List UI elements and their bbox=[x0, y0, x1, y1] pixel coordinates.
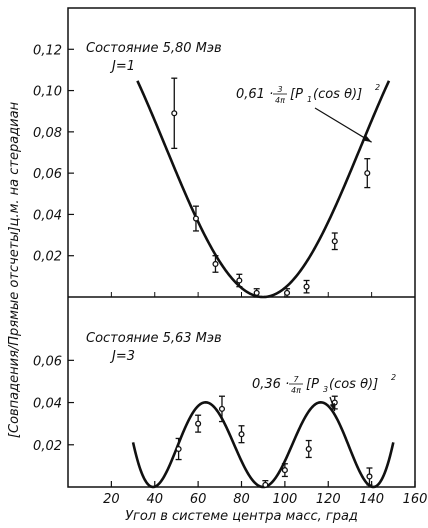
y-tick-label: 0,04 bbox=[33, 208, 62, 223]
point-marker bbox=[366, 473, 373, 480]
fit-formula: 0,36 · 7 4π [P 3 (cos θ)] 2 bbox=[252, 373, 396, 395]
fit-formula: 0,61 · 3 4π [P 1 (cos θ)] 2 bbox=[236, 83, 380, 105]
point-marker bbox=[236, 277, 243, 284]
data-point bbox=[195, 414, 202, 433]
y-tick-label: 0,02 bbox=[33, 439, 62, 454]
formula-frac-num: 3 bbox=[277, 85, 282, 94]
y-tick-label: 0,10 bbox=[33, 85, 62, 100]
point-marker bbox=[253, 289, 260, 296]
fit-curve bbox=[136, 80, 391, 299]
formula-frac-den: 4π bbox=[291, 386, 301, 395]
formula-power: 2 bbox=[391, 373, 396, 382]
point-marker bbox=[238, 431, 245, 438]
data-point bbox=[305, 439, 312, 459]
panel-2: 0,02 0,04 0,06 Состояние 5,63 Мэв J=3 0,36 · 7… bbox=[33, 331, 396, 489]
data-point bbox=[364, 158, 371, 189]
y-tick-label: 0,04 bbox=[33, 397, 62, 412]
data-point bbox=[283, 288, 291, 298]
formula-poly: [P bbox=[306, 377, 319, 392]
x-tick-label: 20 bbox=[103, 492, 120, 507]
data-point bbox=[212, 255, 219, 273]
point-marker bbox=[303, 283, 310, 290]
pointer-arrowhead bbox=[363, 135, 372, 143]
panel-subtitle: J=3 bbox=[109, 349, 135, 364]
formula-poly: [P bbox=[290, 87, 303, 102]
y-tick-label: 0,06 bbox=[33, 354, 62, 369]
point-marker bbox=[175, 445, 182, 453]
x-tick-label: 100 bbox=[272, 492, 297, 507]
data-point bbox=[175, 437, 182, 461]
y-tick-label: 0,06 bbox=[33, 167, 62, 182]
point-marker bbox=[281, 467, 288, 474]
x-tick-label: 120 bbox=[316, 492, 341, 507]
pointer-arrowhead bbox=[329, 403, 335, 411]
point-marker bbox=[212, 260, 219, 268]
pointer-line bbox=[314, 107, 372, 143]
x-tick-label: 80 bbox=[233, 492, 250, 507]
formula-coef: 0,36 · bbox=[252, 377, 289, 392]
point-marker bbox=[192, 215, 200, 222]
y-axis-label: [Совпадения/Прямые отсчеты]ц.м. на стера… bbox=[7, 101, 22, 438]
data-point bbox=[218, 395, 226, 423]
point-marker bbox=[331, 238, 338, 245]
data-point bbox=[236, 273, 243, 288]
x-tick-label: 160 bbox=[403, 492, 428, 507]
y-tick-label: 0,02 bbox=[33, 250, 62, 265]
fit-curve bbox=[131, 401, 395, 489]
formula-frac-den: 4π bbox=[275, 96, 285, 105]
data-point bbox=[303, 279, 310, 294]
data-point bbox=[366, 467, 373, 486]
point-marker bbox=[218, 405, 226, 412]
data-point bbox=[253, 288, 260, 298]
x-tick-label: 60 bbox=[190, 492, 207, 507]
formula-coef: 0,61 · bbox=[236, 87, 273, 102]
point-marker bbox=[195, 420, 202, 427]
data-point bbox=[171, 77, 178, 150]
x-tick-label: 40 bbox=[146, 492, 163, 507]
data-point bbox=[331, 232, 338, 251]
data-point bbox=[192, 205, 200, 232]
panel-1: 0,02 0,04 0,06 0,08 0,10 0,12 Состояние 5,80 М… bbox=[33, 41, 391, 299]
point-marker bbox=[171, 110, 178, 117]
formula-poly-sub: 3 bbox=[323, 385, 328, 394]
formula-frac-num: 7 bbox=[293, 375, 299, 384]
data-point bbox=[238, 425, 245, 444]
x-axis-label: Угол в системе центра масс, град bbox=[125, 509, 358, 524]
y-tick-label: 0,12 bbox=[33, 43, 62, 58]
panel-title: Состояние 5,63 Мэв bbox=[86, 331, 222, 346]
panel-title: Состояние 5,80 Мэв bbox=[86, 41, 222, 56]
data-point bbox=[281, 463, 288, 478]
plot-frame bbox=[67, 7, 416, 488]
y-tick-label: 0,08 bbox=[33, 126, 62, 141]
point-marker bbox=[283, 289, 291, 296]
data-point bbox=[262, 480, 269, 488]
panel-subtitle: J=1 bbox=[109, 59, 135, 74]
formula-power: 2 bbox=[375, 83, 380, 92]
point-marker bbox=[364, 170, 371, 177]
x-tick-label: 140 bbox=[359, 492, 384, 507]
formula-poly-arg: (cos θ)] bbox=[329, 377, 378, 392]
formula-poly-sub: 1 bbox=[307, 95, 312, 104]
formula-poly-arg: (cos θ)] bbox=[313, 87, 362, 102]
point-marker bbox=[262, 481, 269, 488]
point-marker bbox=[305, 445, 312, 453]
